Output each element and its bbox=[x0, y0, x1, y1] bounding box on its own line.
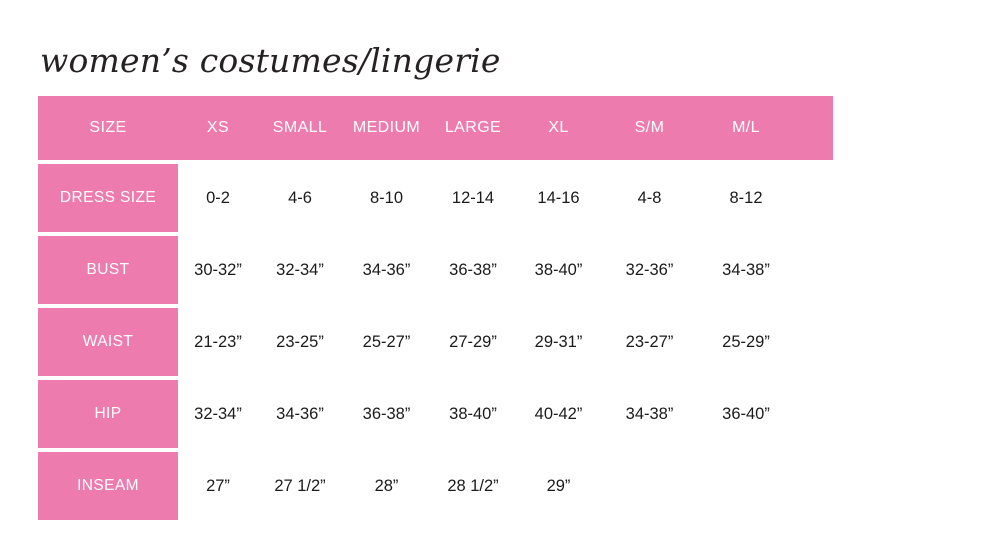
column-header-size: SIZE bbox=[38, 96, 178, 160]
size-cell: 28” bbox=[374, 476, 399, 495]
size-cell: 4-8 bbox=[637, 188, 662, 207]
size-cell: 8-10 bbox=[369, 188, 404, 207]
size-cell: 14-16 bbox=[537, 188, 580, 207]
column-header-ml: M/L bbox=[697, 96, 795, 160]
column-header-large: LARGE bbox=[431, 96, 515, 160]
size-cell: 27-29” bbox=[449, 332, 497, 351]
size-chart-table: SIZE XS SMALL MEDIUM LARGE XL S/M M/L DR… bbox=[38, 92, 833, 524]
size-cell: 36-40” bbox=[722, 404, 770, 423]
size-cell: 32-36” bbox=[625, 260, 674, 279]
table-row-waist: WAIST 21-23” 23-25” 25-27” 27-29” 29-31”… bbox=[38, 308, 833, 376]
size-cell: 23-25” bbox=[276, 332, 324, 351]
size-cell: 0-2 bbox=[206, 188, 230, 207]
size-cell: 4-6 bbox=[288, 188, 312, 207]
size-cell: 12-14 bbox=[451, 188, 495, 207]
row-label-hip: HIP bbox=[38, 380, 178, 448]
size-cell bbox=[602, 452, 697, 520]
row-label-waist: WAIST bbox=[38, 308, 178, 376]
size-cell: 27” bbox=[206, 476, 230, 495]
column-header-xs: XS bbox=[178, 96, 258, 160]
size-cell: 28 1/2” bbox=[447, 476, 499, 495]
size-cell: 27 1/2” bbox=[274, 476, 326, 495]
table-row-dress-size: DRESS SIZE 0-2 4-6 8-10 12-14 14-16 4-8 … bbox=[38, 164, 833, 232]
page-title: women’s costumes/lingerie bbox=[40, 41, 501, 80]
size-cell bbox=[697, 452, 795, 520]
row-label-dress-size: DRESS SIZE bbox=[38, 164, 178, 232]
size-cell: 32-34” bbox=[194, 404, 242, 423]
size-cell: 38-40” bbox=[449, 404, 497, 423]
size-cell: 36-38” bbox=[362, 404, 411, 423]
size-cell: 34-36” bbox=[276, 404, 324, 423]
size-cell: 30-32” bbox=[194, 260, 242, 279]
table-row-inseam: INSEAM 27” 27 1/2” 28” 28 1/2” 29” bbox=[38, 452, 833, 520]
row-label-bust: BUST bbox=[38, 236, 178, 304]
header-row: SIZE XS SMALL MEDIUM LARGE XL S/M M/L bbox=[38, 96, 833, 160]
size-cell: 25-29” bbox=[722, 332, 770, 351]
size-cell-filler bbox=[795, 308, 833, 376]
size-cell: 38-40” bbox=[534, 260, 583, 279]
size-cell-filler bbox=[795, 380, 833, 448]
column-header-filler bbox=[795, 96, 833, 160]
size-cell: 36-38” bbox=[449, 260, 497, 279]
column-header-small: SMALL bbox=[258, 96, 342, 160]
size-cell: 34-38” bbox=[722, 260, 770, 279]
size-cell-filler bbox=[795, 236, 833, 304]
size-cell: 29-31” bbox=[534, 332, 583, 351]
column-header-xl: XL bbox=[515, 96, 602, 160]
size-cell-filler bbox=[795, 164, 833, 232]
size-cell: 23-27” bbox=[625, 332, 674, 351]
size-cell: 29” bbox=[546, 476, 571, 495]
size-cell: 40-42” bbox=[534, 404, 583, 423]
table-row-hip: HIP 32-34” 34-36” 36-38” 38-40” 40-42” 3… bbox=[38, 380, 833, 448]
size-cell: 34-36” bbox=[362, 260, 411, 279]
size-cell: 21-23” bbox=[194, 332, 242, 351]
row-label-inseam: INSEAM bbox=[38, 452, 178, 520]
size-cell: 8-12 bbox=[729, 188, 763, 207]
size-cell: 32-34” bbox=[276, 260, 324, 279]
table-row-bust: BUST 30-32” 32-34” 34-36” 36-38” 38-40” … bbox=[38, 236, 833, 304]
size-cell: 34-38” bbox=[625, 404, 674, 423]
column-header-medium: MEDIUM bbox=[342, 96, 431, 160]
size-cell: 25-27” bbox=[362, 332, 411, 351]
column-header-sm: S/M bbox=[602, 96, 697, 160]
size-cell-filler bbox=[795, 452, 833, 520]
